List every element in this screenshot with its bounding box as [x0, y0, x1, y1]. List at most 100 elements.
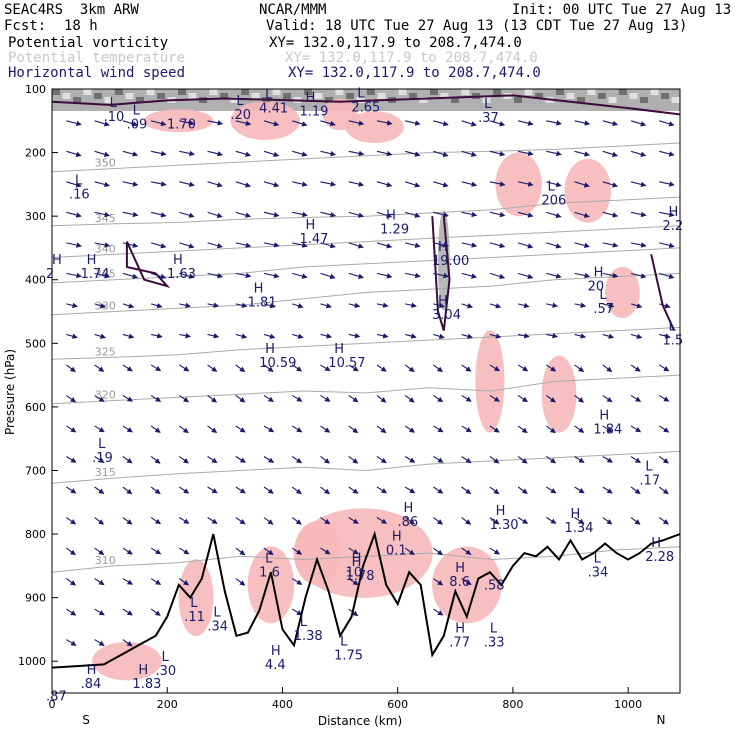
y-tick-label: 200: [25, 147, 46, 160]
wind-vector: [94, 578, 105, 586]
wind-vector: [66, 517, 77, 525]
x-tick-label: 400: [272, 698, 293, 711]
wind-vector: [348, 272, 365, 279]
wind-vector: [376, 456, 387, 464]
pv-positive-region: [293, 521, 341, 586]
upper-pv-band-cell: [535, 93, 543, 99]
wind-vector: [66, 395, 77, 403]
wind-vector: [405, 120, 421, 126]
wind-vector: [376, 120, 393, 126]
theta-label-320: 320: [95, 389, 116, 402]
wind-vector: [489, 486, 500, 495]
theta-label-315: 315: [95, 466, 116, 479]
wind-vector: [122, 150, 139, 157]
pv-extremum-marker: L: [340, 634, 348, 649]
pv-extremum-marker: L: [265, 552, 273, 567]
wind-vector: [122, 608, 133, 616]
upper-pv-band-cell: [209, 89, 218, 95]
pv-tower-gray: [437, 210, 450, 311]
upper-pv-band-cell: [94, 93, 102, 99]
wind-vector: [179, 302, 191, 308]
wind-vector: [207, 211, 223, 219]
pv-extremum-marker: L: [599, 288, 607, 303]
wind-vector: [546, 211, 562, 219]
north-label: N: [657, 713, 666, 727]
wind-vector: [489, 181, 506, 187]
wind-vector: [489, 425, 500, 433]
wind-vector: [630, 150, 647, 157]
wind-vector: [546, 395, 556, 403]
x-tick-label: 800: [502, 698, 523, 711]
wind-vector: [574, 395, 585, 403]
wind-vector: [348, 150, 365, 157]
pv-extremum-value: 1.84: [593, 423, 622, 438]
upper-pv-band-cell: [482, 97, 491, 103]
wind-vector: [320, 547, 331, 555]
wind-vector: [263, 425, 275, 433]
upper-pv-band-cell: [661, 93, 669, 99]
wind-vector: [207, 242, 223, 249]
upper-pv-band-cell: [493, 89, 501, 95]
wind-vector: [376, 302, 389, 308]
upper-pv-band-cell: [629, 93, 638, 99]
wind-vector: [489, 364, 500, 372]
wind-vector: [489, 211, 506, 218]
wind-vector: [461, 181, 478, 187]
terrain-line: [51, 530, 681, 669]
wind-vector: [517, 302, 530, 309]
forecast-label: Fcst:: [4, 18, 47, 34]
wind-vector: [122, 120, 139, 127]
wind-vector: [546, 364, 557, 372]
field-xy-wind: XY= 132.0,117.9 to 208.7,474.0: [288, 65, 541, 81]
wind-vector: [433, 608, 444, 616]
wind-vector: [66, 272, 82, 279]
pv-extremum-marker: L: [265, 88, 273, 103]
wind-vector: [150, 364, 162, 372]
wind-vector: [574, 486, 585, 494]
wind-vector: [94, 303, 107, 309]
y-tick-label: 300: [25, 210, 46, 223]
wind-vector: [376, 211, 393, 219]
pv-extremum-value: 8.6: [449, 575, 470, 590]
wind-vector: [179, 181, 195, 187]
wind-vector: [461, 211, 478, 218]
wind-vector: [94, 333, 107, 339]
wind-vector: [179, 332, 192, 339]
wind-vector: [94, 425, 105, 433]
wind-vector: [602, 242, 619, 248]
wind-vector: [150, 302, 163, 309]
wind-vector: [320, 242, 336, 249]
pv-extremum-marker: H: [52, 253, 62, 268]
wind-vector: [405, 333, 417, 339]
wind-vector: [292, 120, 308, 127]
pv-extremum-marker: H: [306, 91, 316, 106]
field-xy-pv: XY= 132.0,117.9 to 208.7,474.0: [269, 35, 522, 51]
upper-pv-band-cell: [283, 93, 291, 99]
wind-vector: [489, 456, 500, 464]
pv-extremum-marker: L: [668, 320, 676, 335]
wind-vector: [66, 242, 82, 248]
wind-vector: [122, 639, 133, 647]
wind-vector: [489, 120, 506, 127]
wind-vector: [122, 547, 133, 555]
wind-vector: [263, 211, 280, 218]
pv-extremum-value: 1.81: [248, 295, 277, 310]
wind-vector: [348, 547, 359, 555]
pv-extremum-value: .37: [478, 111, 499, 126]
wind-vector: [291, 608, 303, 616]
wind-vector: [320, 425, 331, 433]
wind-vector: [433, 333, 445, 339]
pv-extremum-marker: H: [668, 205, 678, 220]
upper-pv-band-cell: [125, 93, 134, 99]
pv-extremum-value: 0.1: [386, 543, 407, 558]
wind-vector: [574, 456, 585, 463]
pv-extremum-marker: H: [254, 281, 264, 296]
wind-vector: [348, 211, 365, 218]
wind-vector: [574, 120, 591, 126]
wind-vector: [94, 456, 105, 463]
theta-label-325: 325: [95, 345, 116, 358]
wind-vector: [546, 456, 557, 464]
wind-vector: [122, 364, 133, 372]
wind-vector: [433, 394, 444, 403]
wind-vector: [263, 181, 280, 188]
